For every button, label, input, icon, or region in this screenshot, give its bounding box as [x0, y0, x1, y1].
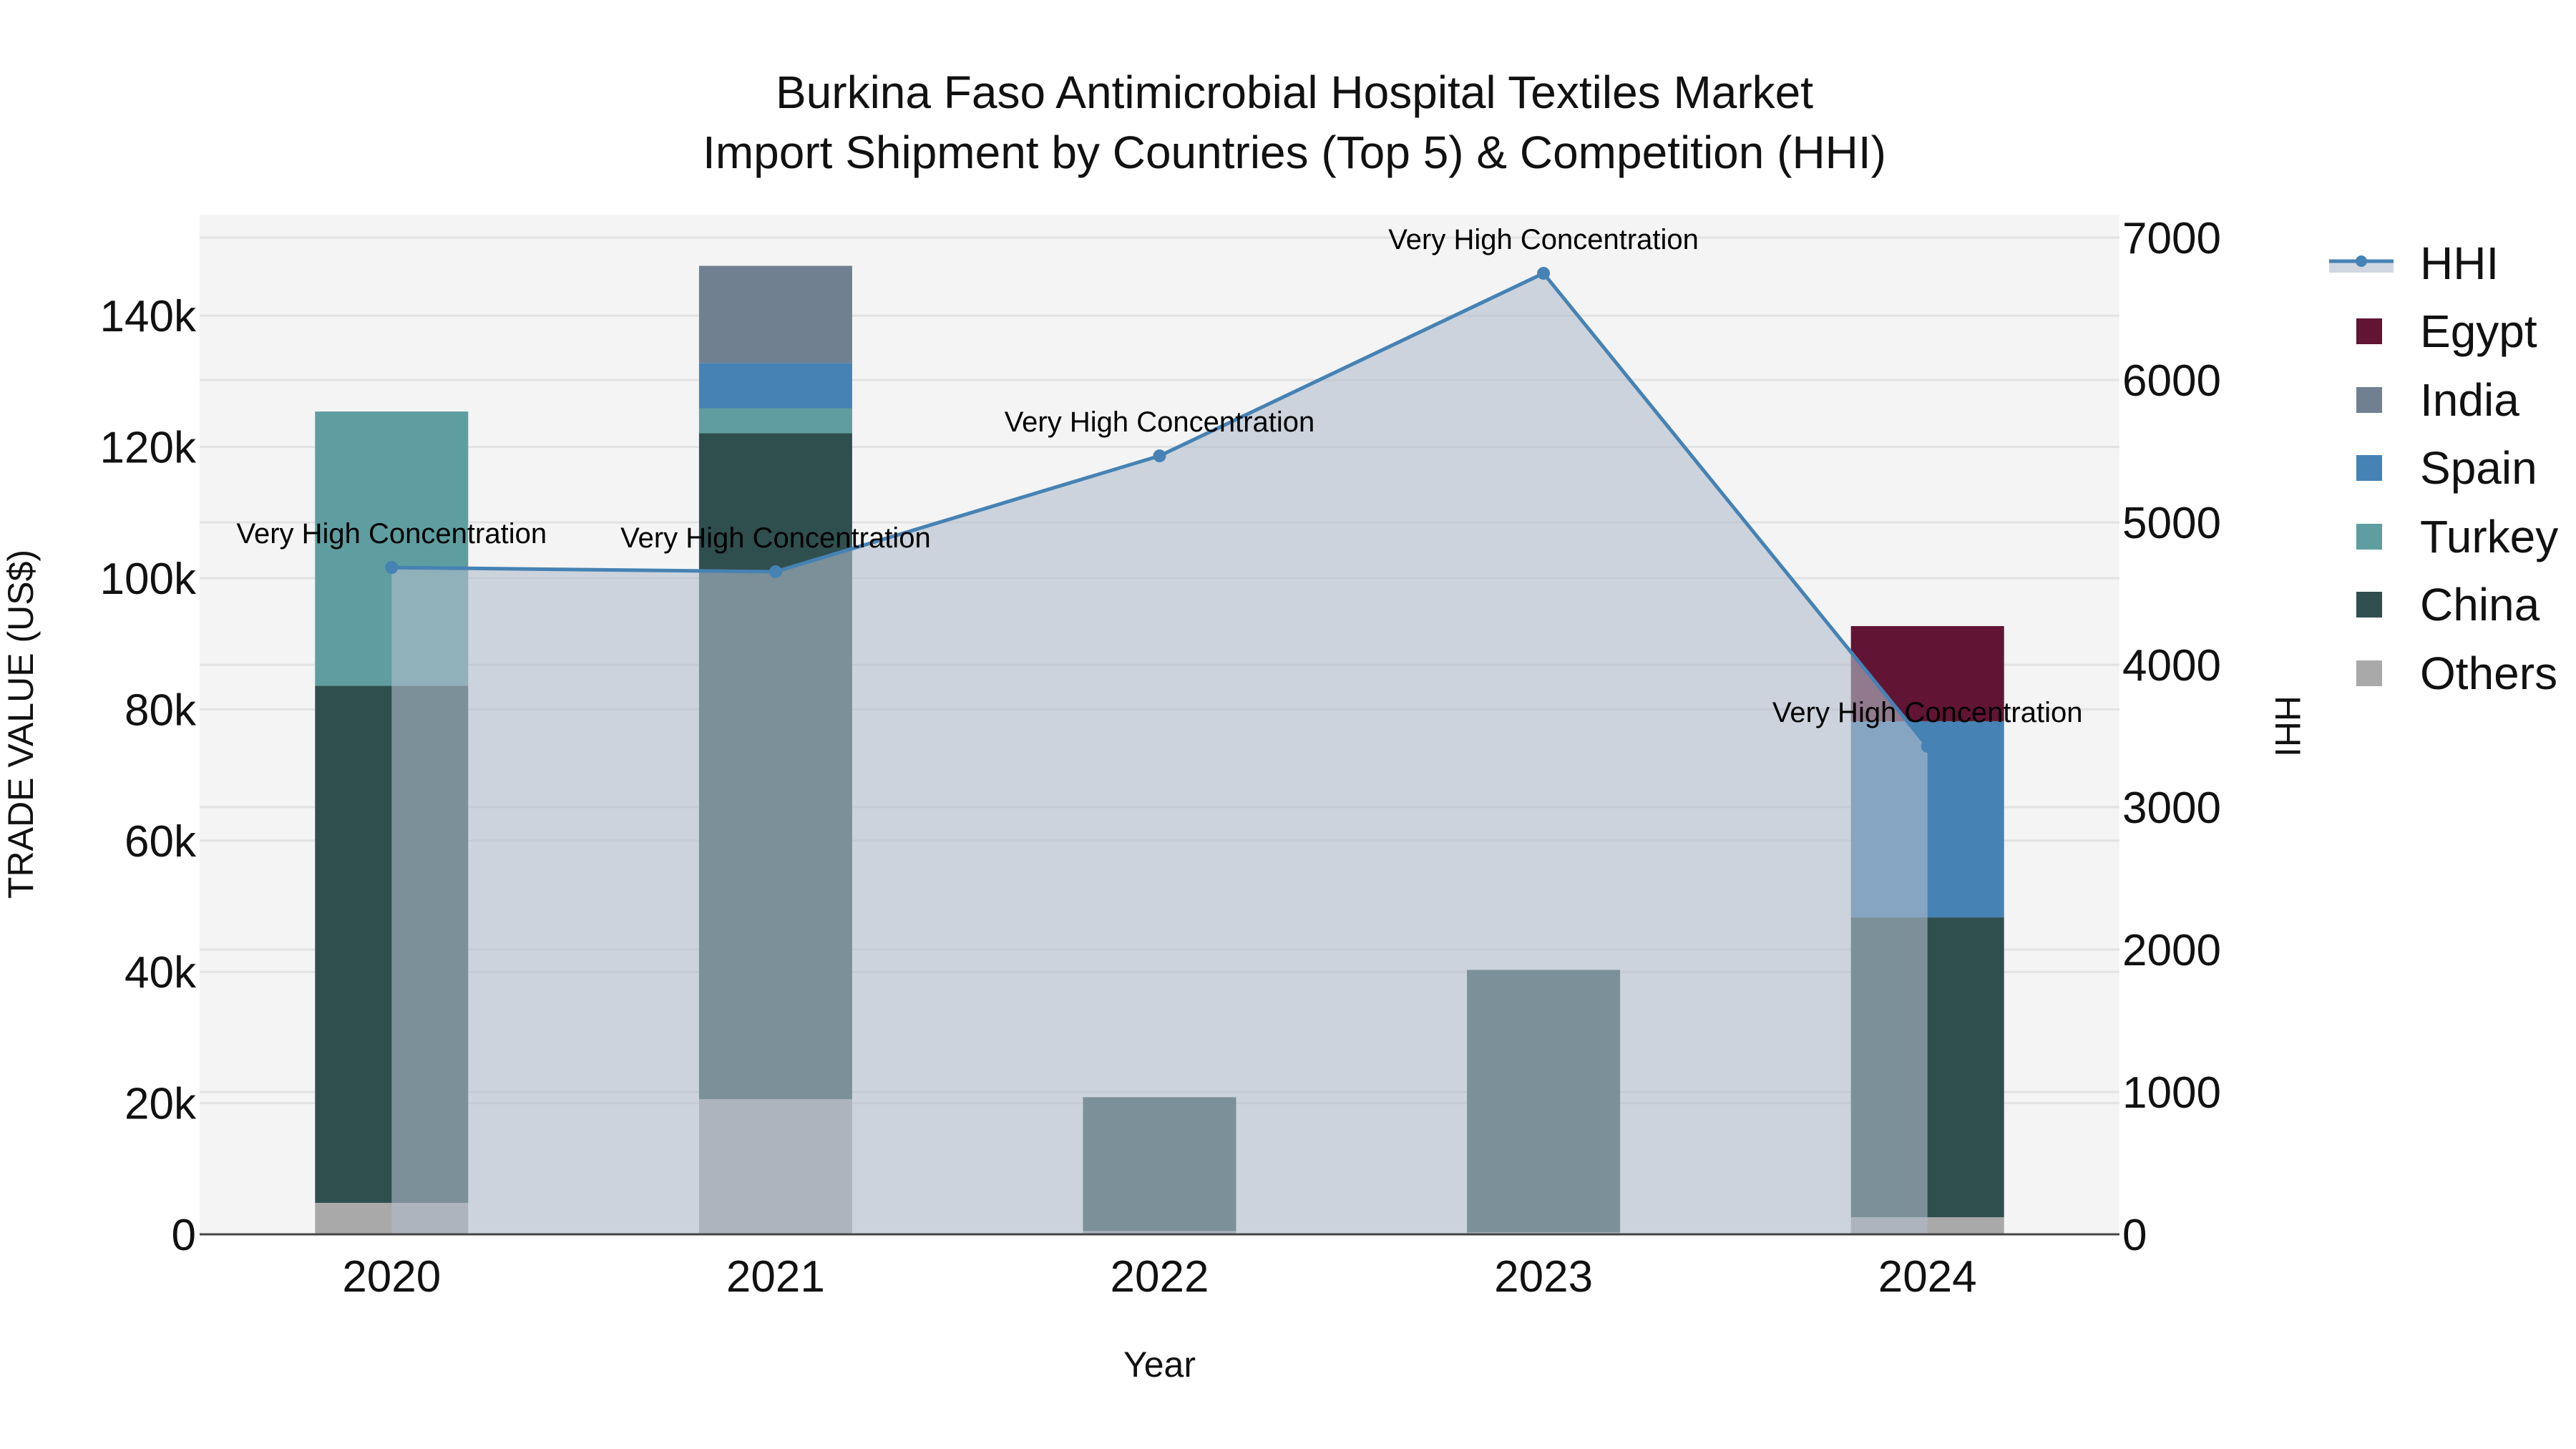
legend-label: Turkey	[2420, 510, 2559, 562]
hhi-annotation: Very High Concentration	[1388, 224, 1699, 255]
y2-tick-label: 3000	[2122, 784, 2221, 833]
hhi-annotation: Very High Concentration	[620, 522, 931, 554]
hhi-marker-2022[interactable]	[1153, 449, 1166, 463]
x-tick-label: 2020	[342, 1252, 441, 1302]
color-swatch-icon	[2356, 318, 2382, 345]
color-swatch-icon	[2356, 592, 2382, 618]
legend-label: Spain	[2420, 442, 2537, 494]
y-axis-title: TRADE VALUE (US$)	[1, 550, 41, 899]
color-swatch-icon	[2356, 455, 2382, 482]
color-swatch-icon	[2356, 386, 2382, 413]
legend-label: Egypt	[2420, 306, 2537, 358]
x-tick-label: 2023	[1494, 1252, 1593, 1302]
color-swatch-icon	[2356, 523, 2382, 550]
y-tick-label: 120k	[100, 424, 197, 473]
legend-label: China	[2420, 579, 2540, 631]
y-tick-label: 40k	[125, 948, 197, 997]
y2-tick-label: 4000	[2122, 641, 2221, 691]
chart-title-line-1: Burkina Faso Antimicrobial Hospital Text…	[775, 67, 1814, 118]
legend-item-spain[interactable]: Spain	[2329, 434, 2558, 503]
x-tick-label: 2024	[1878, 1252, 1977, 1302]
bar-segment-india-2021[interactable]	[698, 265, 852, 364]
x-axis-title: Year	[1123, 1345, 1196, 1385]
x-tick-label: 2021	[726, 1252, 825, 1302]
hhi-annotation: Very High Concentration	[1005, 406, 1315, 438]
legend-label: HHI	[2420, 237, 2499, 289]
bar-segment-spain-2021[interactable]	[698, 363, 852, 409]
y-tick-label: 20k	[125, 1080, 197, 1129]
legend-label: Others	[2420, 647, 2558, 699]
y-tick-label: 80k	[125, 686, 197, 735]
hhi-annotation: Very High Concentration	[237, 518, 547, 550]
y2-tick-label: 1000	[2122, 1068, 2221, 1118]
y2-tick-label: 6000	[2122, 356, 2221, 406]
y-tick-label: 60k	[125, 817, 197, 867]
y-tick-label: 100k	[100, 555, 197, 604]
legend-item-egypt[interactable]: Egypt	[2329, 298, 2558, 366]
hhi-marker-2024[interactable]	[1921, 740, 1934, 753]
x-tick-label: 2022	[1111, 1252, 1209, 1302]
y-tick-label: 140k	[100, 292, 197, 341]
legend-item-others[interactable]: Others	[2329, 639, 2558, 708]
y2-tick-label: 2000	[2122, 926, 2221, 975]
hhi-annotation: Very High Concentration	[1772, 697, 2083, 728]
y2-tick-label: 0	[2122, 1211, 2147, 1260]
hhi-marker-2023[interactable]	[1537, 266, 1551, 280]
chart-title-line-2: Import Shipment by Countries (Top 5) & C…	[703, 127, 1886, 178]
y2-tick-label: 7000	[2122, 214, 2221, 263]
legend-item-india[interactable]: India	[2329, 366, 2558, 434]
legend-item-china[interactable]: China	[2329, 571, 2558, 640]
y-tick-label: 0	[172, 1211, 196, 1260]
legend-item-hhi[interactable]: HHI	[2329, 229, 2558, 298]
legend: HHI Egypt India Spain Turkey China Others	[2329, 229, 2558, 708]
hhi-area	[391, 273, 1928, 1235]
line-marker-icon	[2329, 253, 2394, 274]
legend-item-turkey[interactable]: Turkey	[2329, 502, 2558, 571]
color-swatch-icon	[2356, 660, 2382, 686]
y2-tick-label: 5000	[2122, 499, 2221, 548]
legend-label: India	[2420, 374, 2519, 426]
hhi-marker-2021[interactable]	[769, 565, 782, 579]
hhi-marker-2020[interactable]	[385, 561, 399, 575]
y2-axis-title: HHI	[2268, 696, 2308, 757]
bar-segment-turkey-2021[interactable]	[698, 408, 852, 434]
